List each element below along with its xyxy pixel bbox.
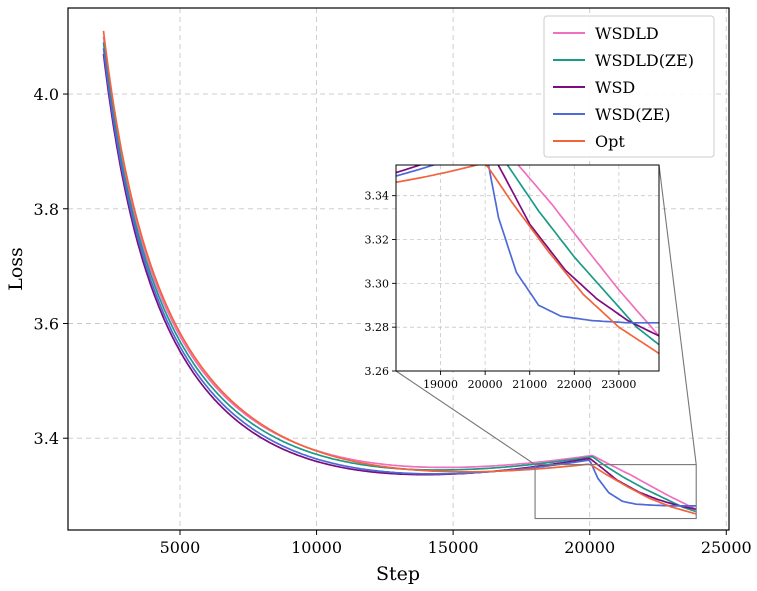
inset-x-tick-label: 22000 bbox=[557, 378, 592, 391]
y-axis-title: Loss bbox=[5, 247, 27, 291]
legend-label: WSD(ZE) bbox=[595, 105, 671, 124]
zoom-region-box bbox=[534, 464, 697, 520]
legend-label: WSD bbox=[595, 78, 635, 97]
legend: WSDLD WSDLD(ZE) WSD WSD(ZE) Opt bbox=[543, 15, 715, 158]
y-tick-label: 3.8 bbox=[34, 200, 59, 219]
x-tick-label: 25000 bbox=[701, 538, 752, 557]
inset-y-tick-label: 3.30 bbox=[365, 277, 390, 290]
y-tick-label: 4.0 bbox=[34, 85, 59, 104]
inset-y-tick-label: 3.34 bbox=[365, 190, 390, 203]
main-plot-lines bbox=[102, 30, 697, 515]
x-axis-title: Step bbox=[376, 563, 420, 585]
inset-series-line-wsd bbox=[396, 165, 659, 337]
legend-label: WSDLD(ZE) bbox=[595, 51, 694, 70]
inset-plot-lines bbox=[396, 165, 659, 355]
legend-box bbox=[543, 15, 715, 158]
series-line-opt bbox=[102, 30, 697, 515]
series-line-wsd bbox=[102, 53, 697, 511]
inset-x-tick-label: 19000 bbox=[423, 378, 458, 391]
inset-series-line-opt bbox=[396, 165, 659, 355]
inset-series-line-wsd-ze- bbox=[396, 165, 659, 324]
main-ticks: 5000 10000 15000 20000 25000 3.4 3.6 3.8 4.0 bbox=[34, 85, 752, 557]
legend-label: WSDLD bbox=[595, 24, 659, 43]
inset-background bbox=[396, 165, 659, 371]
inset-x-tick-label: 23000 bbox=[601, 378, 636, 391]
y-tick-label: 3.4 bbox=[34, 429, 59, 448]
inset-x-tick-label: 21000 bbox=[512, 378, 547, 391]
inset-frame bbox=[395, 164, 660, 372]
x-tick-label: 5000 bbox=[160, 538, 201, 557]
inset-ticks: 19000 20000 21000 22000 23000 3.26 3.28 3.30 3.3… bbox=[365, 190, 637, 391]
inset-series-line-wsdld bbox=[517, 165, 659, 337]
inset-y-tick-label: 3.32 bbox=[365, 234, 390, 247]
zoom-connector-left bbox=[395, 370, 536, 466]
inset-y-tick-label: 3.28 bbox=[365, 321, 390, 334]
series-line-wsdld bbox=[102, 36, 697, 511]
inset-series-line-wsdld-ze- bbox=[506, 165, 659, 346]
x-tick-label: 20000 bbox=[564, 538, 615, 557]
inset-x-tick-label: 20000 bbox=[468, 378, 503, 391]
x-tick-label: 10000 bbox=[291, 538, 342, 557]
x-tick-label: 15000 bbox=[428, 538, 479, 557]
y-tick-label: 3.6 bbox=[34, 314, 59, 333]
legend-label: Opt bbox=[595, 132, 625, 151]
inset-y-tick-label: 3.26 bbox=[365, 365, 390, 378]
main-axes-frame bbox=[67, 7, 730, 531]
zoom-indicator bbox=[395, 164, 697, 520]
zoom-connector-right bbox=[658, 164, 697, 465]
series-line-wsd-ze- bbox=[102, 48, 697, 507]
